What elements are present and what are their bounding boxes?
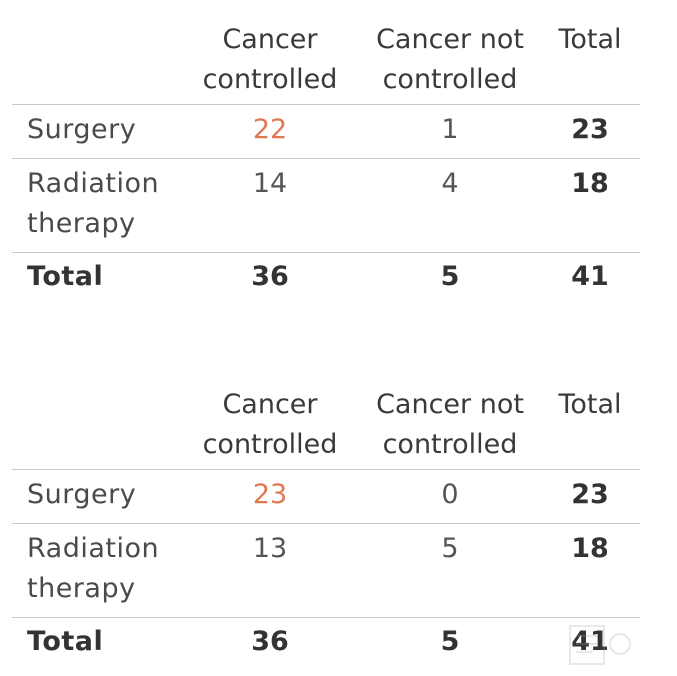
cell-total: 41 [571, 626, 609, 657]
header-total: Total [558, 389, 622, 420]
table-row-total: Total 36 5 41 [12, 253, 640, 305]
table-row-total: Total 36 5 41 [12, 618, 640, 670]
table-row-surgery: Surgery 22 1 23 [12, 105, 640, 158]
header-cancer-controlled: Cancer controlled [202, 389, 338, 460]
header-cancer-not-controlled: Cancer not controlled [376, 24, 524, 95]
cell-controlled: 22 [252, 114, 288, 145]
row-label: Surgery [27, 114, 137, 145]
watermark-icon [569, 625, 631, 665]
cell-controlled: 36 [251, 261, 289, 292]
table-row-radiation: Radiation therapy 13 5 18 [12, 524, 640, 617]
row-label: Total [27, 261, 104, 292]
row-label: Total [27, 626, 104, 657]
contingency-table-2: Cancer controlled Cancer not controlled … [12, 385, 640, 670]
row-label: Surgery [27, 479, 137, 510]
cell-total: 41 [571, 261, 609, 292]
cell-not-controlled: 0 [441, 479, 459, 510]
divider [12, 158, 640, 159]
cell-total: 18 [571, 168, 609, 199]
cell-controlled: 13 [252, 533, 288, 564]
cell-not-controlled: 5 [440, 626, 460, 657]
header-total: Total [558, 24, 622, 55]
cell-not-controlled: 4 [441, 168, 459, 199]
divider [12, 469, 640, 470]
cell-controlled: 14 [252, 168, 288, 199]
cell-total: 23 [571, 479, 609, 510]
cell-not-controlled: 5 [440, 261, 460, 292]
header-cancer-not-controlled: Cancer not controlled [376, 389, 524, 460]
header-cancer-controlled: Cancer controlled [202, 24, 338, 95]
table-header: Cancer controlled Cancer not controlled … [12, 20, 640, 104]
table-row-surgery: Surgery 23 0 23 [12, 470, 640, 523]
contingency-table-1: Cancer controlled Cancer not controlled … [12, 20, 640, 305]
cell-controlled: 23 [252, 479, 288, 510]
cell-total: 18 [571, 533, 609, 564]
cell-not-controlled: 1 [441, 114, 459, 145]
divider [12, 104, 640, 105]
row-label: Radiation therapy [27, 168, 160, 239]
cell-total: 23 [571, 114, 609, 145]
row-label: Radiation therapy [27, 533, 160, 604]
divider [12, 617, 640, 618]
cell-not-controlled: 5 [441, 533, 459, 564]
cell-controlled: 36 [251, 626, 289, 657]
divider [12, 523, 640, 524]
divider [12, 252, 640, 253]
table-row-radiation: Radiation therapy 14 4 18 [12, 159, 640, 252]
table-header: Cancer controlled Cancer not controlled … [12, 385, 640, 469]
